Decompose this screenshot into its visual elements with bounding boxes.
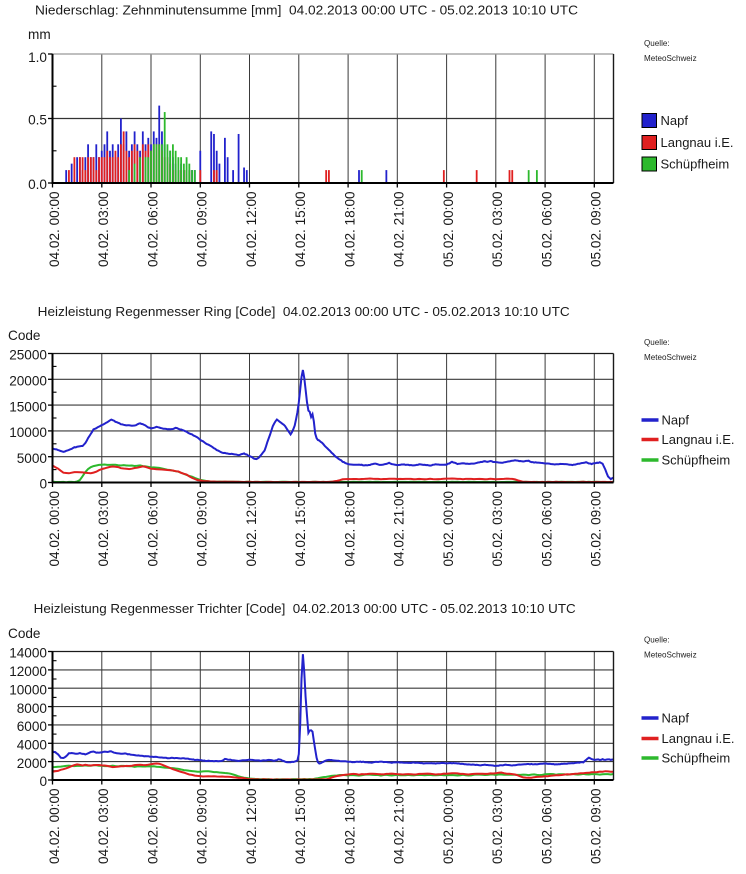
svg-text:05.02. 09:00: 05.02. 09:00	[589, 788, 604, 864]
svg-text:0.0: 0.0	[28, 177, 47, 192]
svg-text:Schüpfheim: Schüpfheim	[662, 751, 731, 766]
svg-text:Langnau i.E.: Langnau i.E.	[662, 432, 735, 447]
svg-text:04.02. 00:00: 04.02. 00:00	[47, 191, 62, 267]
svg-text:Quelle:: Quelle:	[644, 636, 670, 645]
svg-text:Langnau i.E.: Langnau i.E.	[661, 135, 734, 150]
svg-text:Schüpfheim: Schüpfheim	[661, 157, 730, 172]
svg-text:04.02. 21:00: 04.02. 21:00	[392, 191, 407, 267]
svg-text:05.02. 09:00: 05.02. 09:00	[589, 191, 604, 267]
svg-text:05.02. 09:00: 05.02. 09:00	[589, 490, 604, 566]
svg-text:04.02. 06:00: 04.02. 06:00	[145, 191, 160, 267]
svg-text:04.02. 06:00: 04.02. 06:00	[145, 788, 160, 864]
svg-text:Heizleistung Regenmesser Trich: Heizleistung Regenmesser Trichter [Code]…	[34, 601, 576, 616]
svg-text:Niederschlag: Zehnminutensumme: Niederschlag: Zehnminutensumme [mm] 04.0…	[35, 3, 578, 18]
svg-text:5000: 5000	[17, 451, 48, 466]
svg-text:04.02. 15:00: 04.02. 15:00	[293, 788, 308, 864]
svg-text:10000: 10000	[9, 425, 47, 440]
svg-text:Quelle:: Quelle:	[644, 39, 670, 48]
svg-text:04.02. 12:00: 04.02. 12:00	[244, 788, 259, 864]
svg-text:1.0: 1.0	[28, 50, 47, 65]
svg-text:20000: 20000	[9, 374, 47, 389]
svg-text:4000: 4000	[17, 738, 48, 753]
svg-text:25000: 25000	[9, 348, 47, 363]
svg-text:04.02. 12:00: 04.02. 12:00	[244, 490, 259, 566]
svg-text:2000: 2000	[17, 756, 48, 771]
svg-text:04.02. 15:00: 04.02. 15:00	[293, 191, 308, 267]
svg-text:05.02. 03:00: 05.02. 03:00	[490, 788, 505, 864]
svg-text:04.02. 18:00: 04.02. 18:00	[342, 191, 357, 267]
svg-text:6000: 6000	[17, 719, 48, 734]
svg-text:04.02. 21:00: 04.02. 21:00	[392, 490, 407, 566]
svg-text:0: 0	[39, 477, 47, 492]
svg-text:Quelle:: Quelle:	[644, 338, 670, 347]
svg-text:04.02. 15:00: 04.02. 15:00	[293, 490, 308, 566]
svg-text:05.02. 00:00: 05.02. 00:00	[441, 191, 456, 267]
svg-text:12000: 12000	[9, 664, 47, 679]
svg-text:04.02. 03:00: 04.02. 03:00	[96, 490, 111, 566]
svg-text:05.02. 06:00: 05.02. 06:00	[539, 191, 554, 267]
svg-text:Code: Code	[8, 328, 41, 343]
svg-text:05.02. 06:00: 05.02. 06:00	[539, 490, 554, 566]
svg-text:Schüpfheim: Schüpfheim	[662, 453, 731, 468]
svg-text:Napf: Napf	[662, 711, 690, 726]
svg-text:04.02. 03:00: 04.02. 03:00	[96, 191, 111, 267]
svg-text:15000: 15000	[9, 399, 47, 414]
svg-text:04.02. 03:00: 04.02. 03:00	[96, 788, 111, 864]
svg-text:Napf: Napf	[662, 413, 690, 428]
svg-text:04.02. 21:00: 04.02. 21:00	[392, 788, 407, 864]
svg-text:05.02. 00:00: 05.02. 00:00	[441, 788, 456, 864]
svg-text:10000: 10000	[9, 682, 47, 697]
svg-text:04.02. 06:00: 04.02. 06:00	[145, 490, 160, 566]
svg-text:04.02. 18:00: 04.02. 18:00	[342, 788, 357, 864]
svg-text:mm: mm	[28, 27, 51, 42]
svg-text:14000: 14000	[9, 646, 47, 661]
svg-text:05.02. 00:00: 05.02. 00:00	[441, 490, 456, 566]
svg-text:Heizleistung Regenmesser Ring: Heizleistung Regenmesser Ring [Code] 04.…	[38, 304, 570, 319]
svg-text:05.02. 03:00: 05.02. 03:00	[490, 191, 505, 267]
svg-text:MeteoSchweiz: MeteoSchweiz	[644, 353, 697, 362]
svg-text:MeteoSchweiz: MeteoSchweiz	[644, 54, 697, 63]
svg-text:Code: Code	[8, 626, 41, 641]
svg-text:0: 0	[39, 774, 47, 789]
svg-text:MeteoSchweiz: MeteoSchweiz	[644, 651, 697, 660]
svg-text:04.02. 09:00: 04.02. 09:00	[195, 788, 210, 864]
svg-text:Napf: Napf	[661, 113, 689, 128]
svg-text:04.02. 00:00: 04.02. 00:00	[47, 490, 62, 566]
svg-text:Langnau i.E.: Langnau i.E.	[662, 731, 735, 746]
svg-text:04.02. 00:00: 04.02. 00:00	[47, 788, 62, 864]
svg-text:04.02. 18:00: 04.02. 18:00	[342, 490, 357, 566]
svg-text:04.02. 12:00: 04.02. 12:00	[244, 191, 259, 267]
svg-text:0.5: 0.5	[28, 113, 47, 128]
svg-text:05.02. 06:00: 05.02. 06:00	[539, 788, 554, 864]
svg-text:04.02. 09:00: 04.02. 09:00	[195, 490, 210, 566]
svg-text:05.02. 03:00: 05.02. 03:00	[490, 490, 505, 566]
svg-text:04.02. 09:00: 04.02. 09:00	[195, 191, 210, 267]
svg-text:8000: 8000	[17, 701, 48, 716]
